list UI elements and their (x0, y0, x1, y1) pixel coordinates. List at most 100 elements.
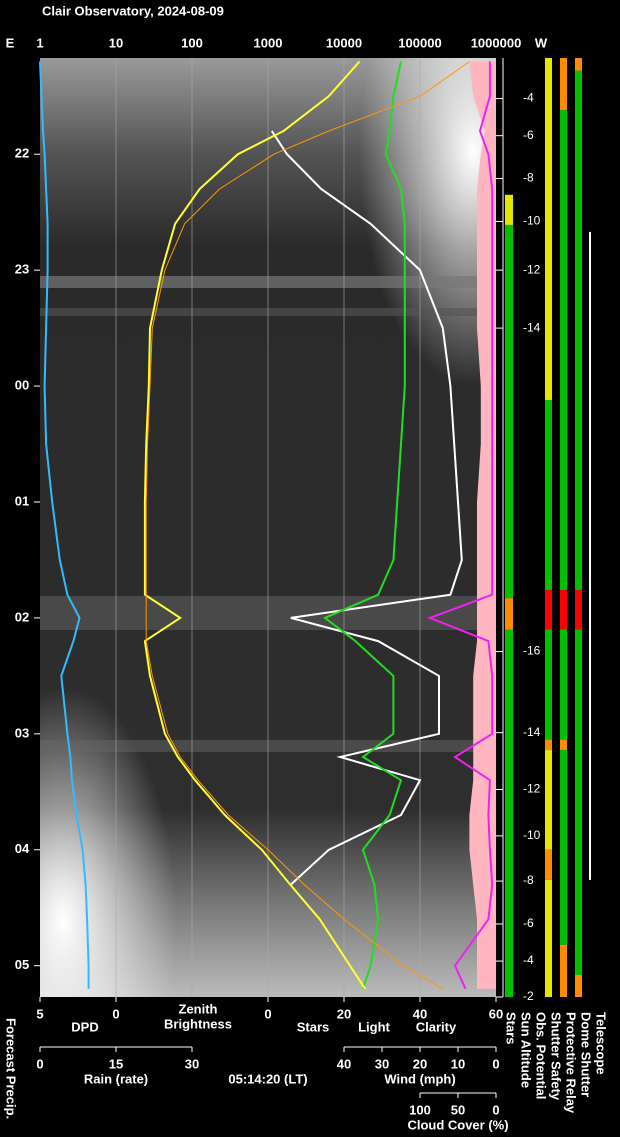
status-segment (505, 224, 513, 599)
sun-altitude-label: -6 (523, 916, 534, 930)
zenith-label: Brightness (164, 1016, 232, 1031)
west-label: W (535, 35, 548, 50)
x-tick-label: 1000000 (471, 35, 522, 50)
y-tick-label: 01 (15, 493, 29, 508)
status-segment (575, 629, 582, 975)
sun-altitude-label: -12 (523, 262, 541, 276)
status-segment (545, 879, 552, 997)
axis-tick-label: 0 (492, 1056, 499, 1071)
series-label: Clarity (416, 1019, 457, 1034)
status-segment (545, 58, 552, 400)
axis-tick-label: 40 (413, 1006, 427, 1021)
axis-tick-label: 20 (413, 1056, 427, 1071)
x-tick-label: 100 (181, 35, 203, 50)
axis-label: Cloud Cover (%) (407, 1117, 508, 1132)
axis-tick-label: 0 (112, 1006, 119, 1021)
status-segment (560, 750, 567, 945)
sun-altitude-label: -12 (523, 782, 541, 796)
status-segment (560, 58, 567, 111)
status-segment (545, 590, 552, 630)
sun-altitude-label: -2 (523, 989, 534, 1003)
x-tick-label: 10000 (326, 35, 362, 50)
sun-altitude-label: -10 (523, 828, 541, 842)
zenith-label: Zenith (179, 1001, 218, 1016)
status-segment (505, 629, 513, 997)
y-tick-label: 05 (15, 957, 29, 972)
series-label: Light (358, 1019, 390, 1034)
status-segment (545, 629, 552, 740)
y-tick-label: 02 (15, 609, 29, 624)
side-label: Telescope (594, 1012, 609, 1075)
axis-tick-label: 30 (375, 1056, 389, 1071)
side-label: Sun Altitude (519, 1012, 534, 1088)
east-label: E (6, 35, 15, 50)
side-label: Dome Shutter (579, 1012, 594, 1097)
status-segment (575, 58, 582, 71)
series-line (427, 61, 494, 990)
y-tick-label: 03 (15, 725, 29, 740)
series-line (143, 60, 367, 990)
time-label: 05:14:20 (LT) (228, 1071, 307, 1086)
y-tick-label: 04 (15, 841, 30, 856)
axis-tick-label: 50 (451, 1102, 465, 1117)
sun-altitude-label: -14 (523, 725, 541, 739)
axis-tick-label: 0 (36, 1056, 43, 1071)
axis-label: Wind (mph) (384, 1071, 455, 1086)
status-segment (560, 739, 567, 751)
side-label: Protective Relay (564, 1012, 579, 1114)
series-line (145, 61, 470, 990)
x-tick-label: 1000 (254, 35, 283, 50)
status-segment (560, 110, 567, 591)
status-segment (575, 974, 582, 997)
status-segment (575, 590, 582, 630)
axis-tick-label: 30 (185, 1056, 199, 1071)
sun-altitude-label: -8 (523, 171, 534, 185)
axis-tick-label: 5 (36, 1006, 43, 1021)
sun-altitude-label: -4 (523, 91, 534, 105)
axis-tick-label: 20 (337, 1006, 351, 1021)
side-label: Stars (504, 1012, 519, 1045)
sun-altitude-label: -10 (523, 214, 541, 228)
status-segment (545, 849, 552, 880)
y-tick-label: 00 (15, 378, 29, 393)
axis-label: Rain (rate) (84, 1071, 148, 1086)
y-tick-label: 22 (15, 146, 29, 161)
axis-tick-label: 15 (109, 1056, 123, 1071)
status-segment (545, 739, 552, 751)
axis-tick-label: 0 (492, 1102, 499, 1117)
y-tick-label: 23 (15, 262, 29, 277)
status-segment (560, 944, 567, 997)
status-segment (560, 629, 567, 740)
x-tick-label: 10 (109, 35, 123, 50)
precip-label: Forecast Precip. (4, 1018, 19, 1119)
series-line (39, 61, 90, 989)
x-tick-label: 1 (36, 35, 43, 50)
series-label: Stars (297, 1019, 330, 1034)
sun-altitude-label: -4 (523, 953, 534, 967)
axis-tick-label: 60 (489, 1006, 503, 1021)
status-segment (545, 750, 552, 850)
sun-altitude-label: -16 (523, 644, 541, 658)
side-label: Shutter Safety (549, 1012, 564, 1101)
status-segment (589, 231, 591, 880)
sun-altitude-label: -8 (523, 873, 534, 887)
axis-tick-label: 100 (409, 1102, 431, 1117)
title: Clair Observatory, 2024-08-09 (42, 3, 224, 18)
side-label: Obs. Potential (534, 1012, 549, 1099)
wind-area (469, 61, 496, 989)
sun-altitude-label: -14 (523, 320, 541, 334)
status-segment (575, 70, 582, 591)
axis-tick-label: 40 (337, 1056, 351, 1071)
sun-altitude-label: -6 (523, 128, 534, 142)
series-line (270, 130, 463, 886)
series-label: DPD (71, 1019, 98, 1034)
series-line (323, 61, 406, 990)
status-segment (560, 590, 567, 630)
axis-tick-label: 0 (264, 1006, 271, 1021)
status-segment (505, 598, 513, 630)
axis-tick-label: 10 (451, 1056, 465, 1071)
status-segment (505, 194, 513, 225)
status-segment (545, 399, 552, 591)
